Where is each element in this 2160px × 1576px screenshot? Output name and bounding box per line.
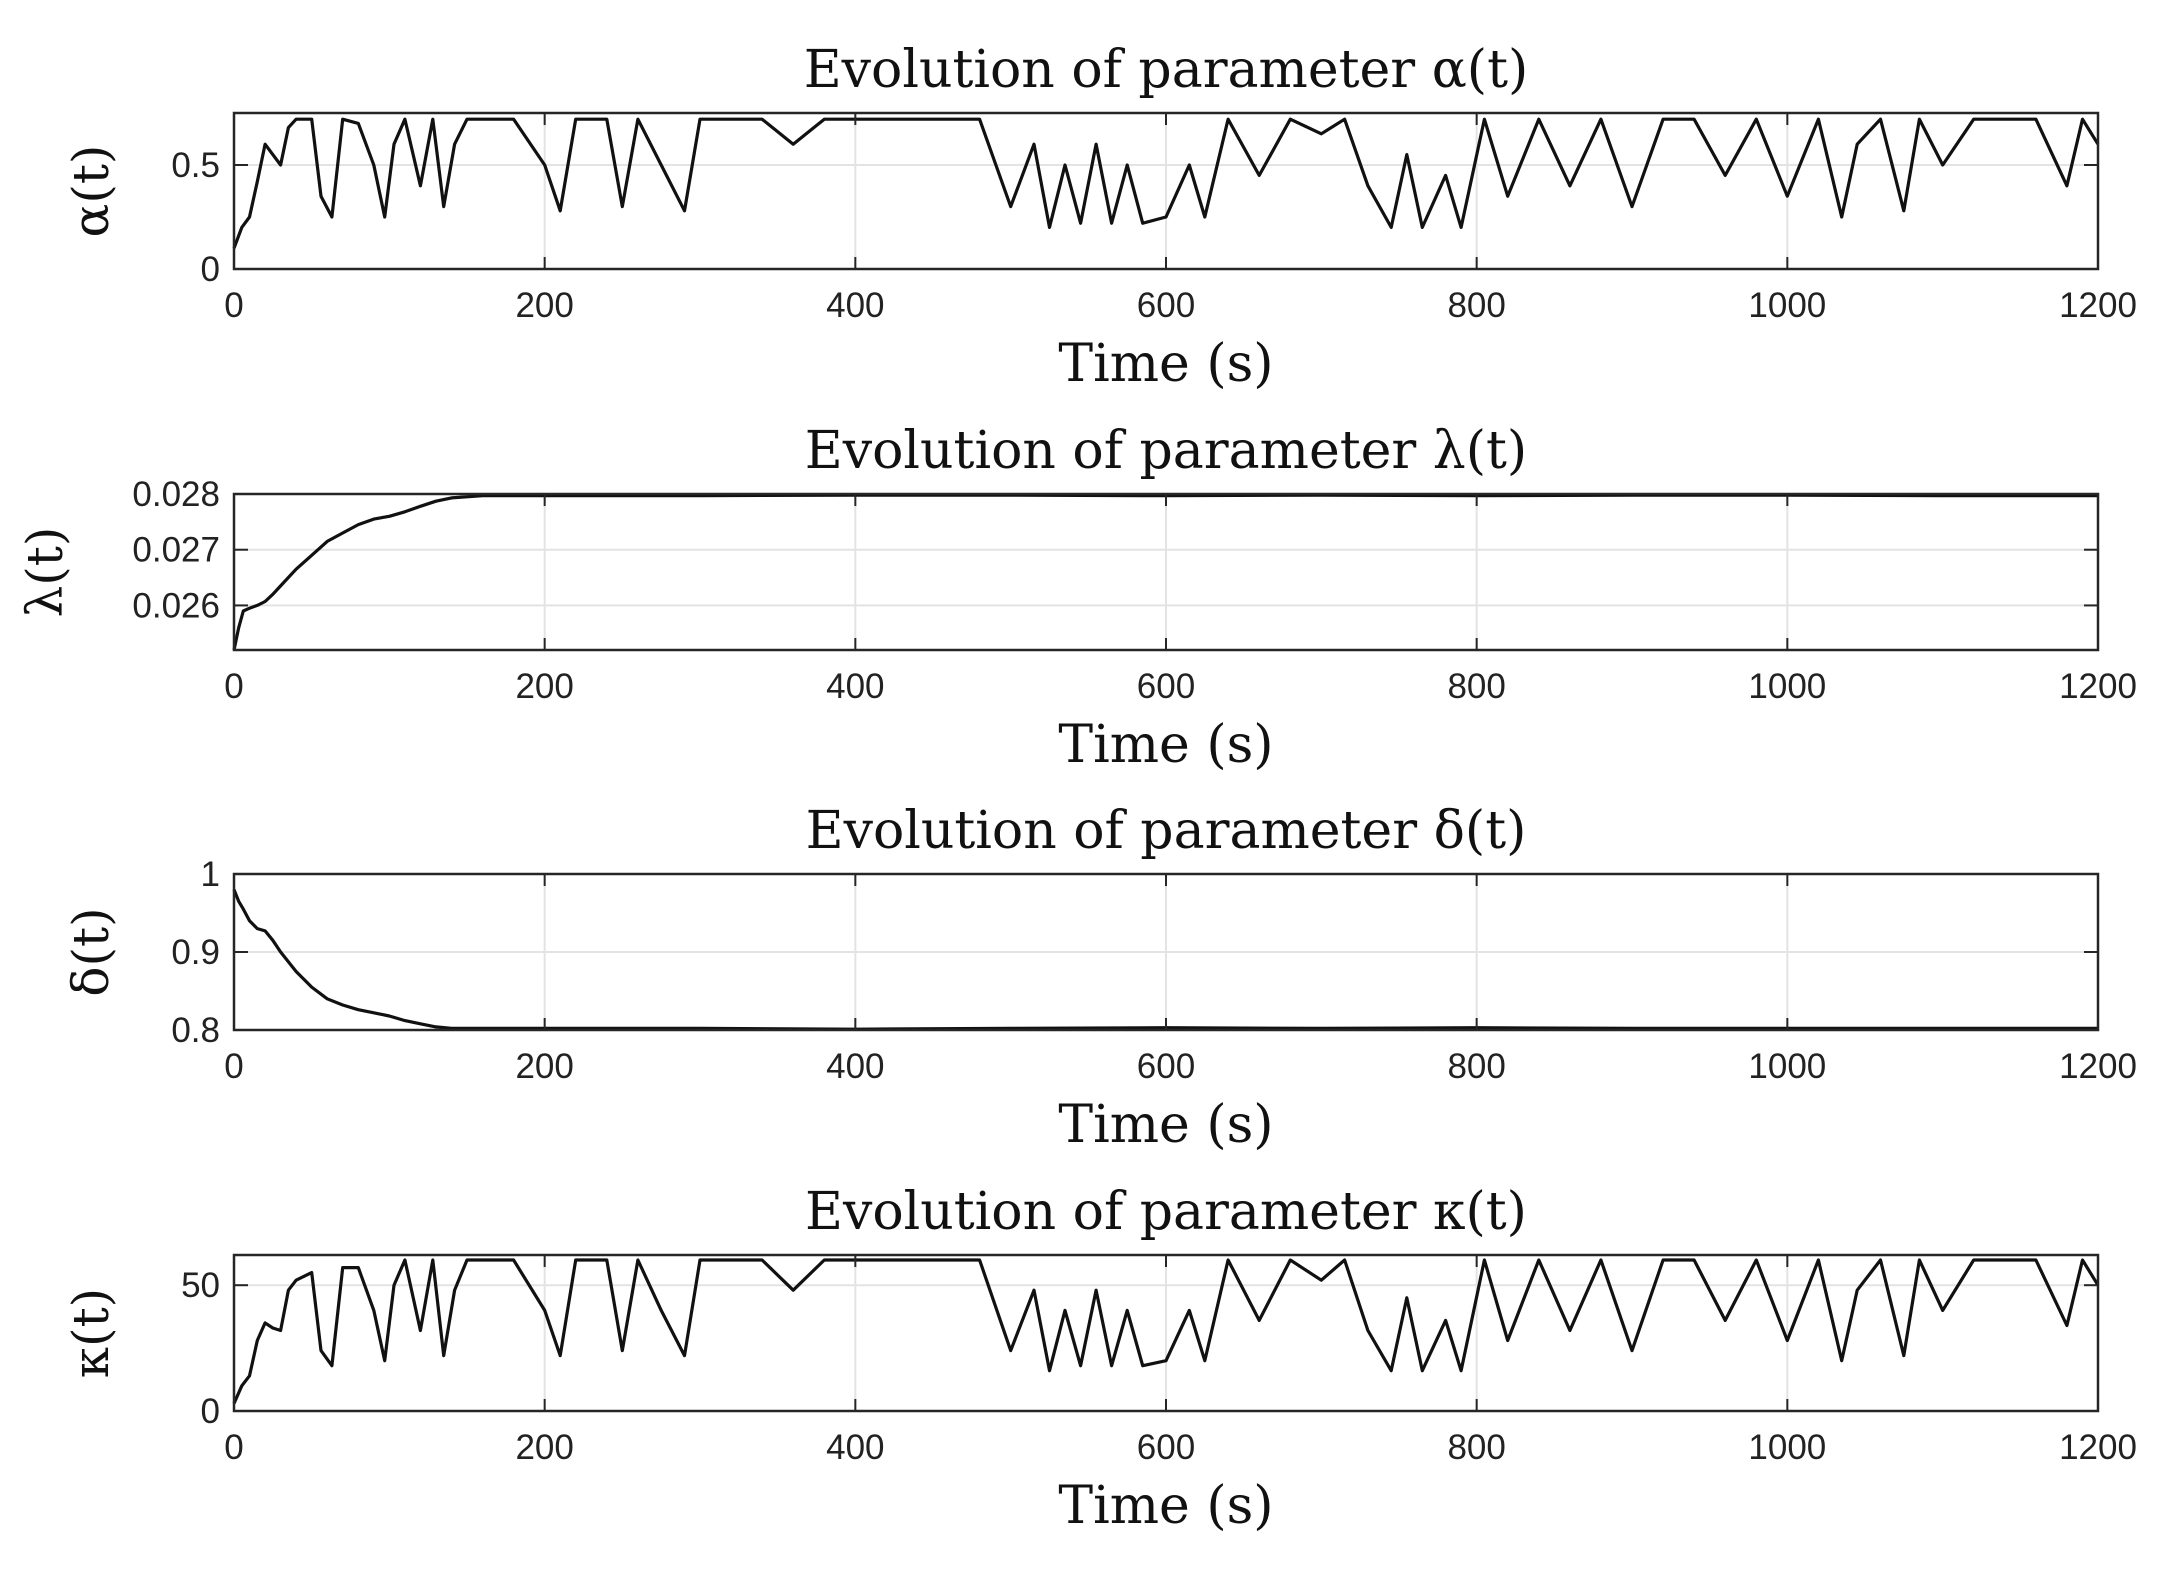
lambda-xtick-label: 600 bbox=[1137, 667, 1195, 706]
kappa-xtick-label: 200 bbox=[515, 1428, 573, 1467]
delta-xlabel: Time (s) bbox=[1058, 1095, 1273, 1155]
delta-xtick-label: 200 bbox=[515, 1047, 573, 1086]
delta-ytick-label: 0.9 bbox=[171, 933, 220, 972]
subplot-delta: Evolution of parameter δ(t) δ(t) Time (s… bbox=[62, 801, 2137, 1155]
kappa-ytick-label: 50 bbox=[181, 1266, 220, 1305]
subplot-lambda: Evolution of parameter λ(t) λ(t) Time (s… bbox=[16, 421, 2137, 775]
lambda-xtick-label: 1200 bbox=[2059, 667, 2137, 706]
lambda-xtick-label: 800 bbox=[1447, 667, 1505, 706]
alpha-ytick-label: 0 bbox=[201, 250, 220, 289]
delta-title: Evolution of parameter δ(t) bbox=[806, 801, 1527, 861]
subplot-kappa: Evolution of parameter κ(t) κ(t) Time (s… bbox=[62, 1182, 2137, 1536]
alpha-xtick-label: 0 bbox=[224, 286, 243, 325]
kappa-xtick-label: 800 bbox=[1447, 1428, 1505, 1467]
lambda-title: Evolution of parameter λ(t) bbox=[805, 421, 1527, 481]
delta-ytick-label: 1 bbox=[201, 855, 220, 894]
lambda-ytick-label: 0.028 bbox=[132, 475, 220, 514]
lambda-ylabel: λ(t) bbox=[16, 527, 74, 618]
alpha-xtick-label: 200 bbox=[515, 286, 573, 325]
alpha-series-line bbox=[232, 117, 2100, 249]
kappa-xtick-label: 0 bbox=[224, 1428, 243, 1467]
subplot-alpha: Evolution of parameter α(t) α(t) Time (s… bbox=[62, 40, 2137, 394]
lambda-xtick-label: 0 bbox=[224, 667, 243, 706]
lambda-xtick-label: 1000 bbox=[1748, 667, 1826, 706]
alpha-xtick-label: 800 bbox=[1447, 286, 1505, 325]
kappa-series-line bbox=[232, 1258, 2100, 1405]
lambda-ytick-label: 0.027 bbox=[132, 531, 220, 570]
kappa-xtick-label: 400 bbox=[826, 1428, 884, 1467]
alpha-xtick-label: 400 bbox=[826, 286, 884, 325]
alpha-ytick-label: 0.5 bbox=[171, 146, 220, 185]
alpha-xtick-label: 600 bbox=[1137, 286, 1195, 325]
delta-ytick-label: 0.8 bbox=[171, 1011, 220, 1050]
lambda-ytick-label: 0.026 bbox=[132, 586, 220, 625]
delta-ylabel: δ(t) bbox=[62, 907, 120, 996]
kappa-ylabel: κ(t) bbox=[62, 1288, 120, 1378]
kappa-xlabel: Time (s) bbox=[1058, 1476, 1273, 1536]
lambda-xtick-label: 200 bbox=[515, 667, 573, 706]
delta-xtick-label: 0 bbox=[224, 1047, 243, 1086]
alpha-title: Evolution of parameter α(t) bbox=[804, 40, 1529, 100]
kappa-xtick-label: 1200 bbox=[2059, 1428, 2137, 1467]
kappa-xtick-label: 600 bbox=[1137, 1428, 1195, 1467]
kappa-title: Evolution of parameter κ(t) bbox=[805, 1182, 1527, 1242]
lambda-xtick-label: 400 bbox=[826, 667, 884, 706]
delta-xtick-label: 1200 bbox=[2059, 1047, 2137, 1086]
delta-xtick-label: 600 bbox=[1137, 1047, 1195, 1086]
delta-series-line bbox=[232, 889, 2098, 1031]
alpha-xlabel: Time (s) bbox=[1058, 334, 1273, 394]
delta-xtick-label: 1000 bbox=[1748, 1047, 1826, 1086]
kappa-ytick-label: 0 bbox=[201, 1392, 220, 1431]
delta-xtick-label: 800 bbox=[1447, 1047, 1505, 1086]
alpha-ylabel: α(t) bbox=[62, 145, 120, 238]
kappa-xtick-label: 1000 bbox=[1748, 1428, 1826, 1467]
delta-xtick-label: 400 bbox=[826, 1047, 884, 1086]
alpha-xtick-label: 1200 bbox=[2059, 286, 2137, 325]
lambda-xlabel: Time (s) bbox=[1058, 715, 1273, 775]
alpha-xtick-label: 1000 bbox=[1748, 286, 1826, 325]
